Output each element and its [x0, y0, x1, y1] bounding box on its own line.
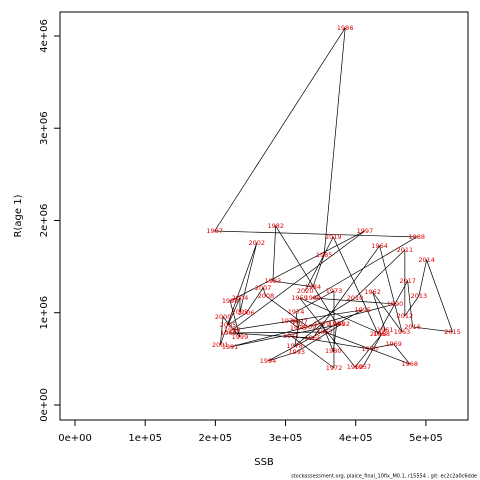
year-point: 1970	[361, 345, 378, 353]
x-tick-label: 3e+05	[269, 433, 303, 444]
year-point: 1957	[354, 363, 371, 371]
year-point: 1984	[305, 283, 322, 291]
y-tick-label: 3e+06	[39, 111, 50, 145]
year-point: 1992	[333, 320, 350, 328]
year-point: 1989	[305, 294, 322, 302]
year-point: 1967	[317, 328, 334, 336]
year-point: 2020	[297, 287, 314, 295]
year-point: 1966	[220, 329, 237, 337]
year-point: 2001	[212, 341, 229, 349]
year-point: 1982	[267, 222, 284, 230]
year-point: 1997	[357, 227, 374, 235]
y-tick-label: 1e+06	[39, 296, 50, 330]
year-point: 1978	[286, 342, 303, 350]
year-point: 2000	[215, 313, 232, 321]
footnote: stockassessment.org, plaice_final_10fix_…	[291, 474, 477, 480]
year-point: 1961	[377, 326, 394, 334]
year-point: 1968	[401, 360, 418, 368]
year-point: 1963	[394, 328, 411, 336]
year-point: 1964	[371, 242, 388, 250]
year-point: 2019	[325, 233, 342, 241]
y-tick-label: 4e+06	[39, 19, 50, 53]
year-point: 1975	[290, 324, 307, 332]
plot-frame	[59, 11, 469, 421]
year-point: 1990	[387, 300, 404, 308]
y-axis-label: R(age 1)	[13, 194, 24, 237]
year-point: 2014	[418, 256, 435, 264]
year-point: 2011	[397, 246, 414, 254]
year-point: 2003	[232, 308, 249, 316]
year-point: 2015	[444, 328, 461, 336]
year-point: 2010	[347, 294, 364, 302]
year-point: 1993	[288, 348, 305, 356]
year-point: 1999	[232, 333, 249, 341]
year-point: 2008	[258, 292, 275, 300]
year-point: 1983	[265, 277, 282, 285]
year-point: 1991	[222, 343, 239, 351]
year-point: 2016	[404, 323, 421, 331]
year-point: 2002	[248, 239, 265, 247]
year-point: 1994	[260, 357, 277, 365]
year-point: 1965	[305, 334, 322, 342]
x-tick-label: 1e+05	[128, 433, 162, 444]
year-point: 1980	[325, 347, 342, 355]
year-point: 1958	[373, 330, 390, 338]
y-tick-label: 0e+00	[39, 388, 50, 422]
year-point: 1974	[288, 308, 305, 316]
year-point: 2006	[238, 309, 255, 317]
year-point: 1996	[224, 326, 241, 334]
year-point: 2005	[220, 321, 237, 329]
x-tick-label: 2e+05	[199, 433, 233, 444]
year-point: 2013	[411, 292, 428, 300]
year-point: 1995	[354, 306, 371, 314]
x-tick-label: 0e+00	[58, 433, 92, 444]
year-point: 1973	[326, 287, 343, 295]
year-point: 1976	[281, 317, 298, 325]
year-point: 2012	[397, 312, 414, 320]
x-tick-label: 4e+05	[339, 433, 373, 444]
year-point: 1971	[283, 332, 300, 340]
year-point: 1979	[314, 320, 331, 328]
year-point: 1960	[347, 363, 364, 371]
trajectory-line	[214, 27, 454, 369]
year-point: 1962	[364, 288, 381, 296]
year-point: 2004	[232, 294, 249, 302]
year-point: 2017	[399, 277, 416, 285]
year-point: 1985	[316, 251, 333, 259]
year-point: 2018	[370, 330, 387, 338]
year-point: 1998	[222, 297, 239, 305]
x-axis-label: SSB	[254, 457, 274, 468]
year-point: 1972	[326, 364, 343, 372]
x-tick-label: 5e+05	[409, 433, 443, 444]
year-point: 1981	[328, 320, 345, 328]
year-point: 1987	[206, 227, 223, 235]
year-point: 1977	[291, 318, 308, 326]
y-tick-label: 2e+06	[39, 204, 50, 238]
year-point: 2007	[255, 284, 272, 292]
year-point: 2009	[300, 323, 317, 331]
year-point: 1959	[291, 294, 308, 302]
year-point: 1969	[385, 340, 402, 348]
year-point: 1986	[337, 24, 354, 32]
year-point: 1988	[408, 233, 425, 241]
